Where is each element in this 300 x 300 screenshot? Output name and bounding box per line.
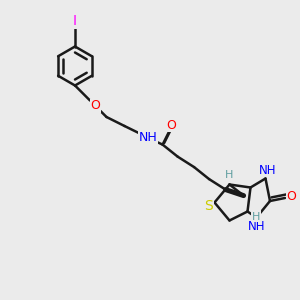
Text: NH: NH (139, 131, 158, 144)
Text: H: H (252, 211, 261, 221)
Text: O: O (167, 118, 176, 132)
Text: NH: NH (259, 164, 277, 177)
Text: NH: NH (248, 220, 265, 233)
Text: S: S (204, 199, 213, 213)
Text: I: I (73, 14, 77, 28)
Text: O: O (287, 190, 296, 203)
Text: H: H (225, 170, 233, 181)
Text: H: H (252, 212, 260, 222)
Text: O: O (91, 99, 100, 112)
